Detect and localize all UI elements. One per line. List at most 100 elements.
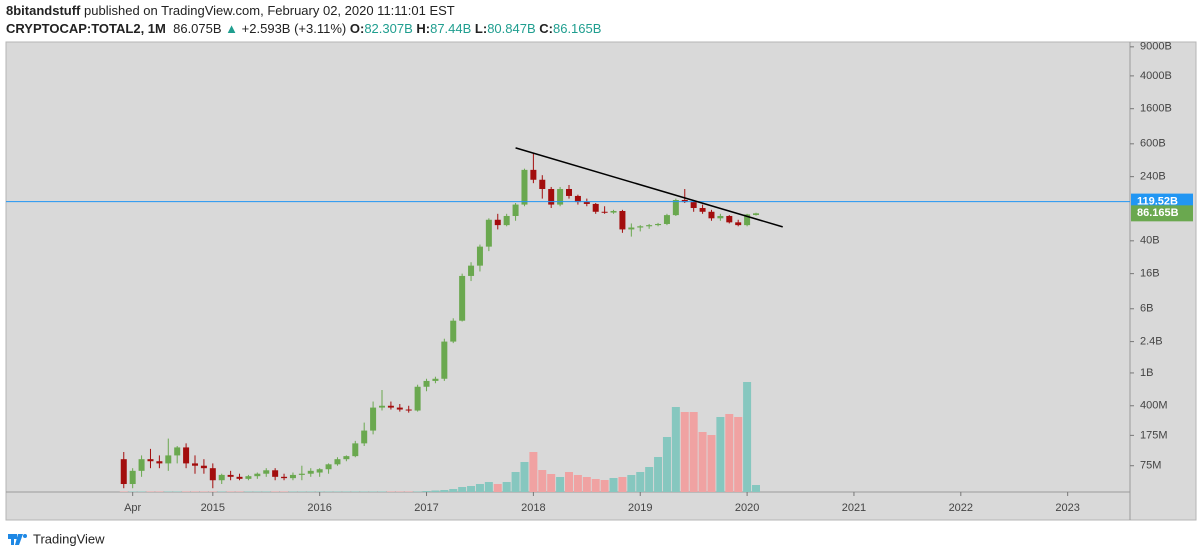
candle-body xyxy=(717,215,724,219)
candle-body xyxy=(512,204,519,216)
volume-bar xyxy=(431,490,440,492)
candle-body xyxy=(681,200,688,203)
candle-body xyxy=(263,470,270,474)
candle-body xyxy=(592,203,599,212)
volume-bar xyxy=(734,417,743,492)
candle-body xyxy=(753,213,759,215)
candle-body xyxy=(379,405,385,408)
volume-bar xyxy=(253,491,262,492)
volume-bar xyxy=(182,491,191,492)
trend-line xyxy=(515,147,783,228)
volume-bar xyxy=(244,491,253,492)
volume-bar xyxy=(378,491,386,492)
volume-bar xyxy=(529,452,538,492)
change: +2.593B (+3.11%) xyxy=(241,21,347,36)
candle-body xyxy=(414,386,421,411)
candle-body xyxy=(744,214,751,226)
volume-bar xyxy=(502,482,511,492)
volume-bar xyxy=(271,491,280,492)
volume-bar xyxy=(119,491,128,492)
volume-bar xyxy=(475,484,484,492)
volume-bar xyxy=(752,485,760,492)
x-tick-label: 2021 xyxy=(842,502,866,514)
candle-body xyxy=(663,215,670,224)
volume-bar xyxy=(645,467,654,492)
volume-bar xyxy=(556,477,565,492)
published: published on TradingView.com, February 0… xyxy=(84,3,455,18)
candle-body xyxy=(476,246,483,266)
volume-bar xyxy=(324,491,333,492)
x-tick-label: 2018 xyxy=(521,502,545,514)
candle-body xyxy=(503,215,510,226)
candle-body xyxy=(183,447,190,464)
volume-bar xyxy=(217,491,226,492)
volume-bar xyxy=(422,491,431,492)
candle-body xyxy=(521,169,528,205)
candle-body xyxy=(450,320,457,342)
candle-body xyxy=(227,474,234,477)
volume-bar xyxy=(654,457,663,492)
volume-bar xyxy=(538,470,547,492)
volume-bar xyxy=(226,491,235,492)
candle-body xyxy=(548,188,555,205)
candle-body xyxy=(485,219,492,247)
candle-body xyxy=(690,202,697,208)
y-tick-label: 4000B xyxy=(1140,70,1172,82)
x-tick-label: 2020 xyxy=(735,502,759,514)
volume-bar xyxy=(689,412,698,492)
volume-bar xyxy=(725,414,734,492)
volume-bar xyxy=(280,491,289,492)
candle-body xyxy=(530,169,537,180)
symbol: CRYPTOCAP:TOTAL2, 1M xyxy=(6,21,166,36)
candle-body xyxy=(129,470,136,485)
candle-body xyxy=(325,464,332,470)
candle-body xyxy=(165,455,172,464)
author: 8bitandstuff xyxy=(6,3,81,18)
candle-body xyxy=(192,463,198,466)
volume-bar xyxy=(173,491,182,492)
candle-body xyxy=(138,459,145,471)
y-tick-label: 40B xyxy=(1140,235,1160,247)
close-label: C: xyxy=(539,21,553,36)
volume-bar xyxy=(306,491,315,492)
y-tick-label: 240B xyxy=(1140,171,1166,183)
y-tick-label: 9000B xyxy=(1140,41,1172,53)
x-tick-label: Apr xyxy=(124,502,141,514)
x-tick-label: 2016 xyxy=(307,502,331,514)
candle-body xyxy=(646,225,653,227)
volume-bar xyxy=(297,491,306,492)
volume-bar xyxy=(413,491,422,492)
candle-body xyxy=(147,459,154,462)
candle-body xyxy=(289,474,296,479)
candle-body xyxy=(735,222,742,226)
high-label: H: xyxy=(416,21,431,36)
volume-bar xyxy=(680,412,689,492)
candle-body xyxy=(708,211,715,219)
candle-body xyxy=(468,265,475,276)
candle-body xyxy=(370,407,377,431)
x-tick-label: 2023 xyxy=(1055,502,1079,514)
candle-body xyxy=(281,476,288,479)
volume-bar xyxy=(191,491,199,492)
volume-bar xyxy=(636,472,645,492)
candle-body xyxy=(610,210,617,213)
candle-body xyxy=(361,430,368,444)
volume-bar xyxy=(369,491,378,492)
candle-body xyxy=(432,378,439,381)
volume-bar xyxy=(493,484,502,492)
candle-body xyxy=(298,473,305,475)
y-tick-label: 75M xyxy=(1140,460,1161,472)
candle-body xyxy=(254,473,261,477)
candle-body xyxy=(539,179,546,189)
volume-bar xyxy=(582,477,591,492)
high-value: 87.44B xyxy=(430,21,472,36)
volume-bar xyxy=(547,474,556,492)
candle-body xyxy=(387,405,394,408)
candle-body xyxy=(672,200,679,216)
volume-bar xyxy=(573,475,582,492)
open-value: 82.307B xyxy=(364,21,413,36)
candle-body xyxy=(307,470,314,474)
candle-body xyxy=(245,476,252,479)
volume-bar xyxy=(449,489,458,492)
